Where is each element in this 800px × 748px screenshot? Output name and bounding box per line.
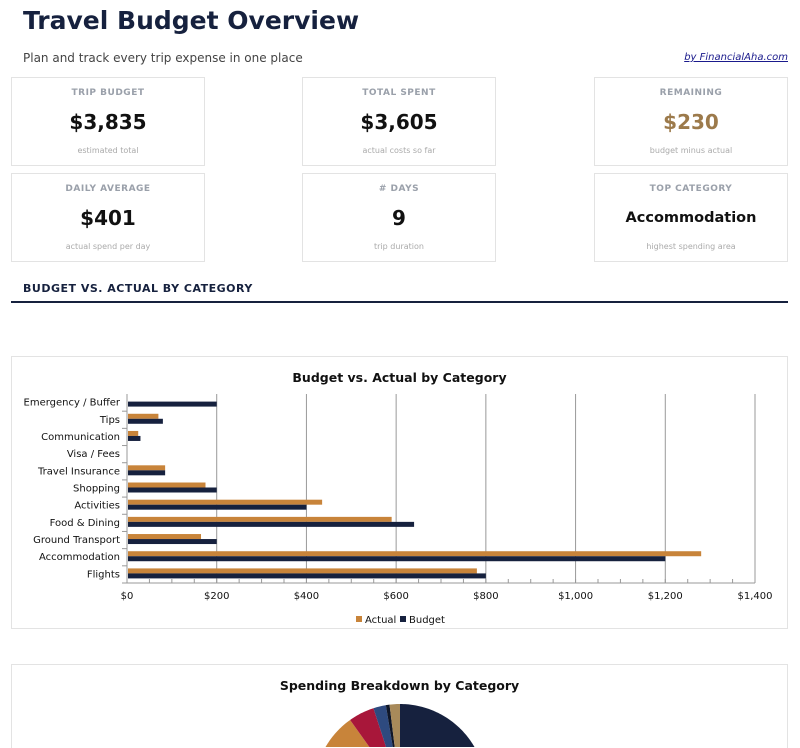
- section-divider: [11, 301, 788, 303]
- bar-chart-panel: Budget vs. Actual by Category: [11, 356, 788, 629]
- kpi-value: $3,835: [69, 110, 147, 134]
- pie-chart-title: Spending Breakdown by Category: [279, 678, 520, 693]
- bar-chart-title: Budget vs. Actual by Category: [292, 370, 507, 385]
- x-tick-label: $1,000: [558, 591, 593, 602]
- kpi-card: # DAYS 9 trip duration: [302, 173, 496, 262]
- kpi-label: TRIP BUDGET: [71, 88, 145, 98]
- bar-actual: [128, 499, 323, 505]
- kpi-value: $230: [663, 110, 719, 134]
- kpi-note: estimated total: [77, 146, 139, 155]
- y-category-label: Visa / Fees: [67, 449, 120, 460]
- kpi-value: $401: [80, 206, 136, 230]
- bar-actual: [128, 482, 206, 488]
- bar-actual: [128, 568, 477, 574]
- pie-chart-panel: Spending Breakdown by Category: [11, 664, 788, 748]
- kpi-note: highest spending area: [646, 242, 736, 251]
- pie-slice: [350, 708, 387, 747]
- bar-actual: [128, 516, 392, 522]
- kpi-card: DAILY AVERAGE $401 actual spend per day: [11, 173, 205, 262]
- pie-slice: [389, 704, 400, 747]
- kpi-value: $3,605: [360, 110, 438, 134]
- kpi-label: DAILY AVERAGE: [65, 184, 151, 194]
- x-tick-label: $600: [383, 591, 408, 602]
- legend-label: Actual: [365, 615, 396, 626]
- kpi-value: Accommodation: [625, 210, 757, 226]
- credit-link[interactable]: by FinancialAha.com: [684, 52, 788, 63]
- kpi-card: TRIP BUDGET $3,835 estimated total: [11, 77, 205, 166]
- kpi-label: TOTAL SPENT: [362, 88, 436, 98]
- kpi-card: REMAINING $230 budget minus actual: [594, 77, 788, 166]
- y-category-label: Tips: [99, 415, 120, 426]
- y-category-label: Food & Dining: [50, 518, 120, 529]
- bar-actual: [128, 551, 702, 557]
- y-category-label: Travel Insurance: [37, 466, 120, 477]
- bar-chart: $0 $200 $400 $600 $800 $1,000 $1,200 $1,400 Flig…: [24, 394, 773, 626]
- legend-swatch-budget: [400, 616, 406, 622]
- kpi-note: budget minus actual: [649, 146, 733, 155]
- bar-budget: [128, 504, 307, 510]
- y-category-label: Activities: [74, 501, 120, 512]
- y-category-label: Flights: [87, 569, 120, 580]
- x-tick-label: $1,200: [648, 591, 683, 602]
- kpi-value: 9: [392, 206, 406, 230]
- x-tick-label: $800: [473, 591, 498, 602]
- legend-swatch-actual: [356, 616, 362, 622]
- bar-budget: [128, 401, 217, 407]
- bar-budget: [128, 539, 217, 545]
- x-tick-label: $0: [121, 591, 134, 602]
- bar-budget: [128, 435, 141, 441]
- pie-slice: [385, 704, 395, 747]
- y-category-label: Ground Transport: [33, 535, 120, 546]
- x-tick-label: $200: [204, 591, 229, 602]
- bar-actual: [128, 430, 139, 436]
- page-title: Travel Budget Overview: [23, 6, 360, 35]
- kpi-card: TOP CATEGORY Accommodation highest spend…: [594, 173, 788, 262]
- bar-actual: [128, 534, 202, 540]
- kpi-label: REMAINING: [659, 88, 723, 98]
- bar-budget: [128, 573, 486, 579]
- y-category-label: Communication: [41, 432, 120, 443]
- y-category-label: Emergency / Buffer: [24, 398, 121, 409]
- bar-budget: [128, 521, 415, 527]
- pie-slice: [373, 705, 393, 747]
- x-tick-label: $1,400: [738, 591, 773, 602]
- bar-actual: [128, 465, 166, 471]
- bar-budget: [128, 470, 166, 476]
- bar-actual: [128, 413, 159, 419]
- section-title: BUDGET VS. ACTUAL BY CATEGORY: [23, 282, 253, 295]
- bar-budget: [128, 418, 163, 424]
- y-category-label: Accommodation: [39, 552, 120, 563]
- legend-label: Budget: [409, 615, 445, 626]
- pie-slice: [325, 719, 370, 747]
- page-subtitle: Plan and track every trip expense in one…: [23, 51, 303, 65]
- kpi-label: TOP CATEGORY: [649, 184, 733, 194]
- x-tick-label: $400: [294, 591, 319, 602]
- kpi-note: trip duration: [374, 242, 424, 251]
- kpi-note: actual costs so far: [362, 146, 436, 155]
- y-category-label: Shopping: [73, 484, 120, 495]
- bar-budget: [128, 487, 217, 493]
- bar-budget: [128, 556, 666, 562]
- pie-slice: [400, 704, 475, 747]
- kpi-label: # DAYS: [378, 184, 420, 194]
- kpi-note: actual spend per day: [65, 242, 151, 251]
- kpi-card: TOTAL SPENT $3,605 actual costs so far: [302, 77, 496, 166]
